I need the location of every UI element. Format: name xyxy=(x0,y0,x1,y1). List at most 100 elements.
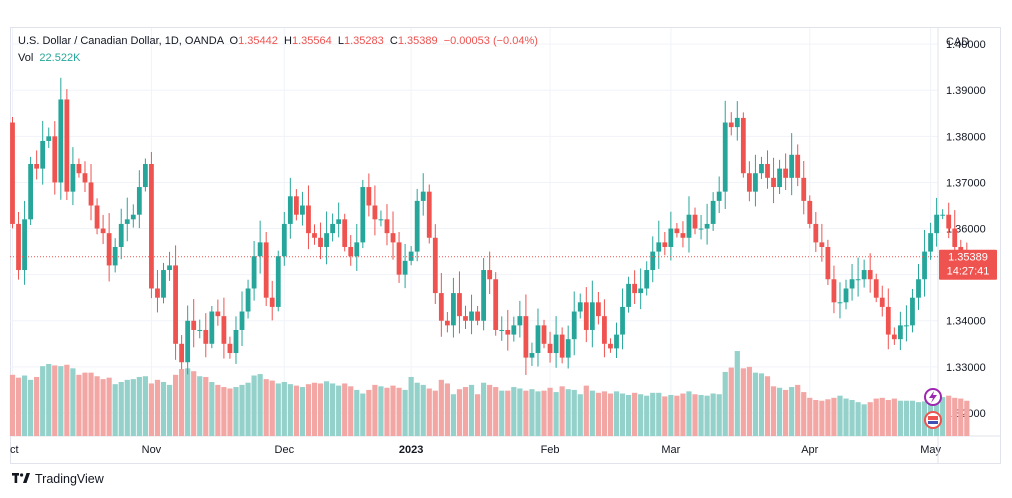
volume-bar xyxy=(215,384,221,436)
candle-body xyxy=(136,187,142,215)
candle-body xyxy=(408,251,414,261)
candle-body xyxy=(873,279,879,298)
volume-bar xyxy=(414,382,420,436)
volume-bar xyxy=(154,379,161,436)
volume-bar xyxy=(227,388,233,436)
candle-body xyxy=(765,164,770,178)
volume-bar xyxy=(644,395,650,436)
y-tick-label: 1.36000 xyxy=(946,224,986,236)
candle-body xyxy=(179,343,185,363)
candle-body xyxy=(112,246,118,266)
chart-frame[interactable] xyxy=(10,27,1001,464)
volume-bar xyxy=(716,394,722,436)
volume-bar xyxy=(692,394,698,436)
candle-body xyxy=(34,164,40,169)
candle-body xyxy=(269,297,275,307)
candle-body xyxy=(287,196,293,224)
candle-body xyxy=(553,334,559,354)
candle-body xyxy=(855,279,861,281)
high-value: 1.35564 xyxy=(291,35,332,47)
volume-bar xyxy=(722,371,728,436)
volume-bar xyxy=(408,376,414,436)
candle-body xyxy=(318,237,323,247)
candle-body xyxy=(922,251,927,280)
volume-bar xyxy=(764,376,771,436)
volume-bar xyxy=(601,391,608,436)
candle-body xyxy=(910,297,915,326)
candle-body xyxy=(716,191,722,201)
volume-bar xyxy=(474,394,481,436)
volume-bar xyxy=(197,376,203,436)
volume-bar xyxy=(444,383,450,436)
x-tick-label: 2023 xyxy=(399,444,423,456)
candle-body xyxy=(463,316,468,321)
candle-body xyxy=(541,325,547,344)
candle-body xyxy=(795,154,801,178)
countdown-value: 14:27:41 xyxy=(947,266,990,278)
candle-body xyxy=(149,164,154,289)
volume-bar xyxy=(776,387,783,436)
volume-bar xyxy=(70,368,76,436)
open-value: 1.35442 xyxy=(238,35,278,47)
volume-bar xyxy=(420,384,426,436)
candle-body xyxy=(263,242,269,298)
x-tick-label: Feb xyxy=(541,444,560,456)
candle-body xyxy=(197,329,203,331)
y-tick-label: 1.33000 xyxy=(946,362,986,374)
volume-bar xyxy=(619,393,626,436)
volume-bar xyxy=(64,364,70,436)
candle-body xyxy=(251,256,257,289)
volume-bar xyxy=(952,397,958,436)
candle-body xyxy=(402,260,408,275)
volume-bar xyxy=(402,389,408,436)
candle-body xyxy=(46,136,52,141)
volume-bar xyxy=(136,376,142,436)
volume-bar xyxy=(239,384,245,436)
candle-body xyxy=(644,270,650,289)
volume-bar xyxy=(269,380,275,436)
candle-body xyxy=(831,279,837,303)
volume-bar xyxy=(795,384,801,436)
volume-bar xyxy=(632,392,638,436)
volume-bar xyxy=(958,398,964,436)
candle-body xyxy=(674,228,680,234)
volume-bar xyxy=(565,389,571,436)
candle-body xyxy=(819,242,825,247)
volume-bar xyxy=(674,395,680,436)
candle-body xyxy=(734,117,740,128)
candle-body xyxy=(789,154,795,178)
candle-body xyxy=(614,334,619,349)
volume-bar xyxy=(577,394,583,436)
volume-bar xyxy=(662,396,668,436)
brand[interactable]: TradingView xyxy=(12,472,104,486)
volume-bar xyxy=(891,398,897,436)
candle-body xyxy=(861,270,867,280)
candle-body xyxy=(952,228,958,247)
volume-bar xyxy=(656,392,662,436)
volume-bar xyxy=(831,397,837,436)
volume-bar xyxy=(317,383,324,436)
volume-bar xyxy=(124,379,130,436)
volume-bar xyxy=(384,387,390,436)
candle-body xyxy=(547,343,553,354)
candle-body xyxy=(535,325,541,354)
candle-body xyxy=(825,246,831,280)
volume-bar xyxy=(9,374,16,436)
candle-body xyxy=(70,164,76,192)
volume-bar xyxy=(354,389,360,436)
volume-bar xyxy=(185,368,191,436)
volume-bar xyxy=(813,400,819,436)
volume-bar xyxy=(390,385,396,436)
volume-bar xyxy=(360,393,366,436)
y-tick-label: 1.38000 xyxy=(946,131,986,143)
candle-body xyxy=(227,343,233,354)
volume-bar xyxy=(191,371,197,436)
candle-body xyxy=(100,228,106,234)
volume-bar xyxy=(323,381,330,436)
candle-body xyxy=(306,205,311,234)
volume-bar xyxy=(148,383,155,436)
volume-bar xyxy=(903,400,910,436)
candle-body xyxy=(82,173,88,183)
candle-body xyxy=(493,279,499,330)
